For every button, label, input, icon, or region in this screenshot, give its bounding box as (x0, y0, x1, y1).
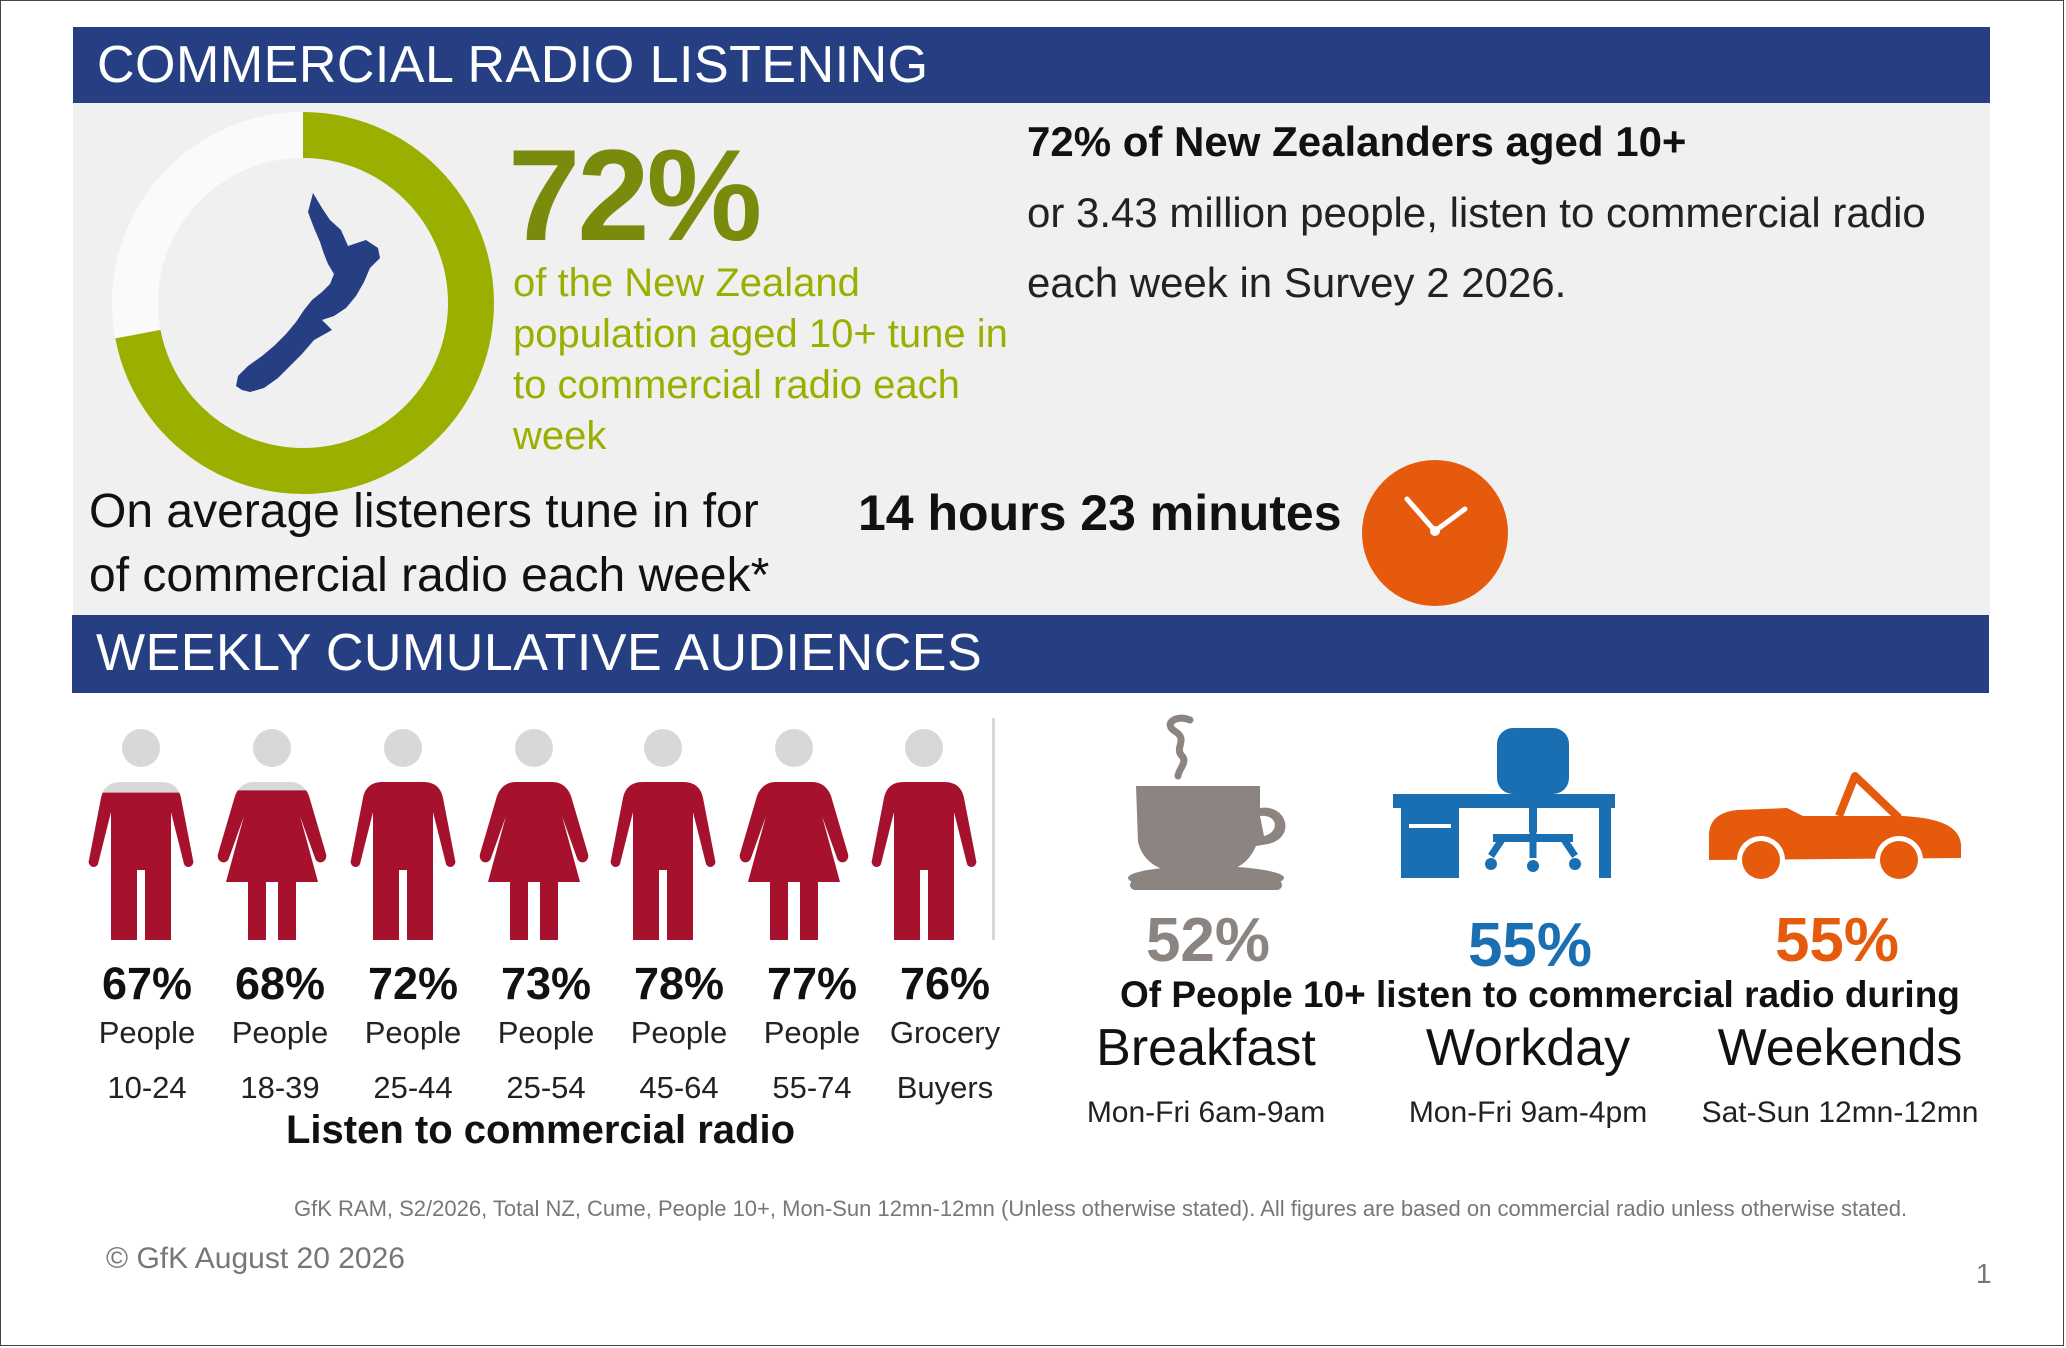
demographic-label: People (497, 1015, 595, 1050)
demographic-label: People (364, 1015, 462, 1050)
demographics-caption: Listen to commercial radio (286, 1108, 796, 1152)
donut-chart (112, 112, 494, 494)
demographic-age: 25-54 (506, 1070, 586, 1105)
headline-percent: 72% (508, 122, 762, 268)
figure-fill (739, 782, 849, 940)
office-desk-icon (1393, 728, 1615, 878)
figure-head (384, 729, 422, 767)
right-body: or 3.43 million people, listen to commer… (1027, 189, 1926, 306)
person-figure-icon (217, 729, 327, 940)
source-footnote: GfK RAM, S2/2026, Total NZ, Cume, People… (294, 1196, 1908, 1221)
figure-fill (479, 782, 589, 940)
demographic-age: 18-39 (240, 1070, 320, 1105)
demographic-age: Buyers (896, 1070, 994, 1105)
demographic-percent: 67% (101, 958, 193, 1009)
breakfast-label: Breakfast (1096, 1019, 1316, 1077)
figure-head (775, 729, 813, 767)
workday-time: Mon-Fri 9am-4pm (1408, 1096, 1648, 1129)
coffee-cup-icon (1128, 714, 1286, 890)
breakfast-percent: 52% (1145, 906, 1271, 975)
figure-head (644, 729, 682, 767)
figure-fill (871, 782, 977, 940)
person-figure-icon (88, 729, 194, 940)
demographic-percent: 73% (500, 958, 592, 1009)
breakfast-time: Mon-Fri 6am-9am (1086, 1096, 1326, 1129)
weekends-percent: 55% (1774, 906, 1900, 975)
section-divider (992, 718, 995, 940)
page-number: 1 (1976, 1258, 1992, 1289)
copyright: © GfK August 20 2026 (106, 1242, 405, 1275)
demographic-label: Grocery (889, 1015, 1001, 1050)
header-title: COMMERCIAL RADIO LISTENING (97, 36, 929, 94)
workday-label: Workday (1425, 1019, 1631, 1077)
average-listening-text: On average listeners tune in for of comm… (89, 480, 769, 608)
person-figure-icon (350, 729, 456, 940)
demographic-percent: 72% (367, 958, 459, 1009)
demographic-label: People (763, 1015, 861, 1050)
right-heading: 72% of New Zealanders aged 10+ (1027, 118, 1687, 165)
demographic-age: 45-64 (639, 1070, 719, 1105)
demographic-percent: 78% (633, 958, 725, 1009)
demographic-age: 10-24 (107, 1070, 187, 1105)
section2-banner: WEEKLY CUMULATIVE AUDIENCES (72, 615, 1989, 693)
header-banner: COMMERCIAL RADIO LISTENING (73, 27, 1990, 103)
demographic-percent: 76% (899, 958, 991, 1009)
figure-fill (350, 782, 456, 940)
person-figure-icon (479, 729, 589, 940)
demographic-label: People (630, 1015, 728, 1050)
donut-arc (112, 112, 494, 494)
weekends-time: Sat-Sun 12mn-12mn (1701, 1096, 1979, 1129)
dayparts-caption: Of People 10+ listen to commercial radio… (1120, 974, 1960, 1015)
figure-fill (88, 792, 194, 940)
convertible-car-icon (1709, 772, 1961, 884)
figure-head (122, 729, 160, 767)
figure-fill (217, 790, 327, 940)
average-line-1: On average listeners tune in for (89, 485, 759, 538)
workday-percent: 55% (1467, 911, 1593, 980)
figure-head (515, 729, 553, 767)
demographic-age: 25-44 (373, 1070, 453, 1105)
demographic-label: People (98, 1015, 196, 1050)
figure-head (253, 729, 291, 767)
person-figure-icon (610, 729, 716, 940)
weekends-label: Weekends (1717, 1019, 1963, 1077)
headline-description: of the New Zealand population aged 10+ t… (513, 261, 1008, 458)
demographic-percent: 77% (766, 958, 858, 1009)
section2-title: WEEKLY CUMULATIVE AUDIENCES (96, 624, 983, 682)
nz-map-icon (236, 193, 380, 392)
demographic-age: 55-74 (772, 1070, 852, 1105)
person-figure-icon (871, 729, 977, 940)
clock-icon (1362, 460, 1508, 606)
demographic-percent: 68% (234, 958, 326, 1009)
listening-hours: 14 hours 23 minutes (858, 485, 1342, 541)
person-figure-icon (739, 729, 849, 940)
figure-head (905, 729, 943, 767)
demographic-label: People (231, 1015, 329, 1050)
average-line-2: of commercial radio each week* (89, 549, 770, 602)
figure-fill (610, 782, 716, 940)
